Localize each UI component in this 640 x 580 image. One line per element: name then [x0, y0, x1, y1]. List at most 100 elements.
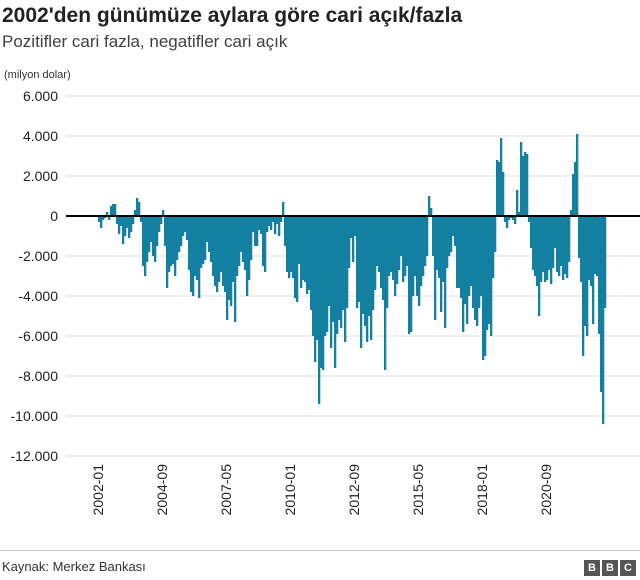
bar — [100, 216, 103, 228]
bar — [288, 216, 291, 278]
bar — [134, 210, 137, 216]
logo-letter: B — [584, 560, 600, 576]
x-tick-label: 2007-05 — [218, 464, 234, 516]
bar — [418, 216, 421, 306]
bar — [472, 216, 475, 308]
bar — [496, 160, 499, 216]
bar — [262, 216, 265, 266]
bar — [400, 216, 403, 256]
bar — [186, 216, 189, 240]
bar — [102, 216, 105, 220]
bar — [478, 216, 481, 308]
bar — [244, 216, 247, 270]
bar — [402, 216, 405, 282]
bar — [122, 216, 125, 244]
bar — [572, 174, 575, 216]
bar — [416, 216, 419, 296]
bar — [164, 216, 167, 246]
bar — [290, 216, 293, 272]
bar — [232, 216, 235, 282]
bar — [160, 216, 163, 224]
bar — [344, 216, 347, 342]
bar — [118, 216, 121, 234]
bar — [500, 138, 503, 216]
bar — [474, 216, 477, 320]
bar — [192, 216, 195, 296]
bar — [522, 156, 525, 216]
bar — [346, 216, 349, 308]
bar — [128, 216, 131, 238]
bar — [334, 216, 337, 368]
bar — [360, 216, 363, 348]
bar — [580, 216, 583, 282]
bar — [246, 216, 249, 296]
bar — [126, 216, 129, 228]
bar — [364, 216, 367, 326]
bar — [146, 216, 149, 262]
bar — [512, 216, 515, 220]
bar — [546, 216, 549, 280]
bar — [368, 216, 371, 316]
bar — [218, 216, 221, 282]
bar — [230, 216, 233, 306]
bar — [234, 216, 237, 322]
bar — [578, 216, 581, 258]
bar — [406, 216, 409, 266]
bar — [374, 216, 377, 290]
bar — [98, 216, 101, 222]
y-tick-label: -12.000 — [11, 448, 59, 464]
bar — [462, 216, 465, 332]
bar — [308, 216, 311, 290]
bar — [542, 216, 545, 272]
bar — [464, 216, 467, 304]
bar — [382, 216, 385, 300]
bar — [314, 216, 317, 362]
bar — [556, 216, 559, 272]
bar — [340, 216, 343, 328]
bar — [138, 202, 141, 216]
bar — [184, 216, 187, 232]
y-tick-label: 4.000 — [23, 128, 58, 144]
bar — [526, 154, 529, 216]
bar — [238, 216, 241, 266]
bar — [568, 216, 571, 262]
bar — [566, 216, 569, 278]
bar — [236, 216, 239, 276]
bar — [466, 216, 469, 324]
bar — [538, 216, 541, 316]
bar — [202, 216, 205, 264]
bar — [388, 216, 391, 276]
bar — [142, 216, 145, 266]
bar — [320, 216, 323, 368]
bar — [560, 216, 563, 266]
bar — [594, 216, 597, 274]
bar — [444, 216, 447, 328]
bar — [352, 216, 355, 262]
bar — [318, 216, 321, 404]
bar — [604, 216, 607, 308]
bar — [200, 216, 203, 268]
bar — [300, 216, 303, 288]
bar — [268, 216, 271, 226]
bar — [564, 216, 567, 274]
bar — [576, 134, 579, 216]
bar — [434, 216, 437, 320]
bar — [174, 216, 177, 276]
bar — [190, 216, 193, 292]
bar — [378, 216, 381, 272]
bar — [228, 216, 231, 300]
bar — [480, 216, 483, 296]
logo-letter: C — [620, 560, 636, 576]
y-tick-label: 0 — [50, 208, 58, 224]
bar — [136, 198, 139, 216]
bar — [338, 216, 341, 320]
bar — [448, 216, 451, 256]
bar — [502, 172, 505, 216]
bar — [112, 204, 115, 216]
bar — [204, 216, 207, 260]
bar — [516, 190, 519, 216]
bar — [446, 216, 449, 268]
bar — [468, 216, 471, 296]
bar — [350, 216, 353, 238]
